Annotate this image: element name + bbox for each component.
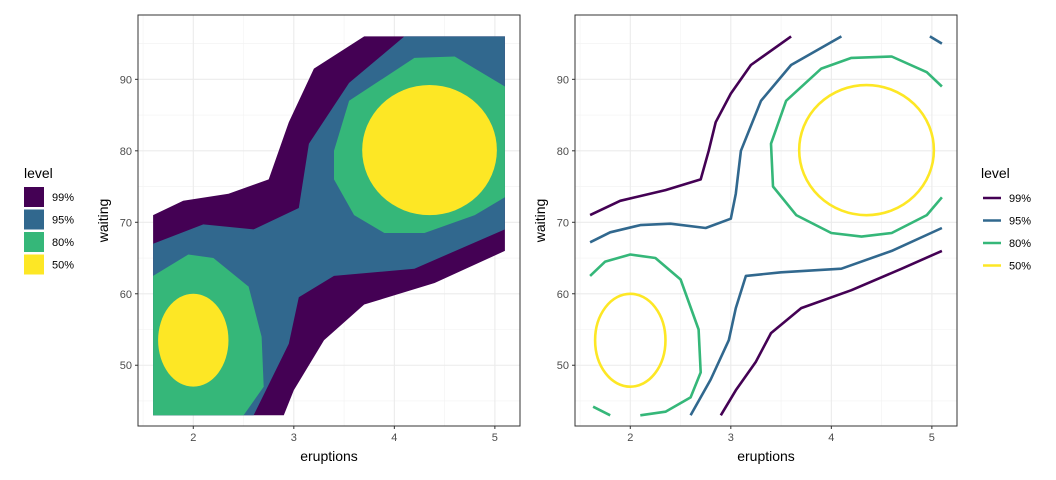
y-tick-label: 50 [557,360,569,372]
legend: level 99% 95% 80% 50% [24,165,74,275]
legend-label: 99% [1009,193,1031,205]
contour-line-80% [589,253,702,417]
legend-key-95% [24,209,44,230]
y-tick-label: 90 [557,74,569,86]
contour-line-99% [589,35,792,217]
series-group [589,35,943,417]
y-tick-label: 80 [120,146,132,158]
y-tick-label: 50 [120,360,132,372]
legend-key-99% [24,187,44,207]
filled-region-50% [362,85,497,216]
legend-label: 95% [52,215,74,227]
x-tick-label: 3 [291,432,297,444]
panel-2: 2 3 4 5 50 60 70 80 90 eruptions waiting level 99% 95… [532,14,1031,464]
contour-line-80% [592,405,611,417]
contour-line-99% [719,249,943,416]
legend-label: 95% [1009,216,1031,228]
panel-1: 2 3 4 5 50 60 70 80 90 eruptions waiting level 99% 95… [24,14,521,464]
y-tick-label: 60 [557,289,569,301]
x-tick-label: 5 [492,432,498,444]
contour-line-95% [689,226,943,416]
legend-label: 50% [1009,261,1031,273]
panel-border [137,14,521,427]
y-tick-label: 60 [120,289,132,301]
y-axis-label: waiting [95,199,111,244]
contour-line-50% [797,83,936,217]
series-group [153,36,505,416]
contour-line-50% [593,292,667,388]
legend-title: level [981,165,1010,181]
x-tick-label: 2 [627,432,633,444]
x-axis-label: eruptions [300,448,358,464]
filled-region-50% [158,293,229,387]
legend: level 99% 95% 80% 50% [981,165,1031,273]
x-tick-label: 4 [828,432,834,444]
y-tick-label: 90 [120,74,132,86]
x-tick-label: 4 [391,432,397,444]
legend-label: 80% [1009,238,1031,250]
x-tick-label: 2 [190,432,196,444]
axes: 2 3 4 5 50 60 70 80 90 eruptions waiting [532,74,935,464]
y-tick-label: 80 [557,146,569,158]
legend-label: 99% [52,192,74,204]
axes: 2 3 4 5 50 60 70 80 90 eruptions waiting [95,74,498,464]
legend-label: 50% [52,260,74,272]
legend-key-50% [24,254,44,275]
x-axis-label: eruptions [737,448,795,464]
y-tick-label: 70 [557,217,569,229]
panel-border [574,14,958,427]
y-axis-label: waiting [532,199,548,244]
contour-line-80% [769,55,943,238]
legend-label: 80% [52,237,74,249]
x-tick-label: 3 [728,432,734,444]
plot-background [575,15,957,426]
grid [575,15,957,426]
y-tick-label: 70 [120,217,132,229]
legend-key-80% [24,232,44,252]
legend-title: level [24,165,53,181]
contour-line-95% [589,35,843,244]
x-tick-label: 5 [929,432,935,444]
contour-line-95% [929,35,943,45]
